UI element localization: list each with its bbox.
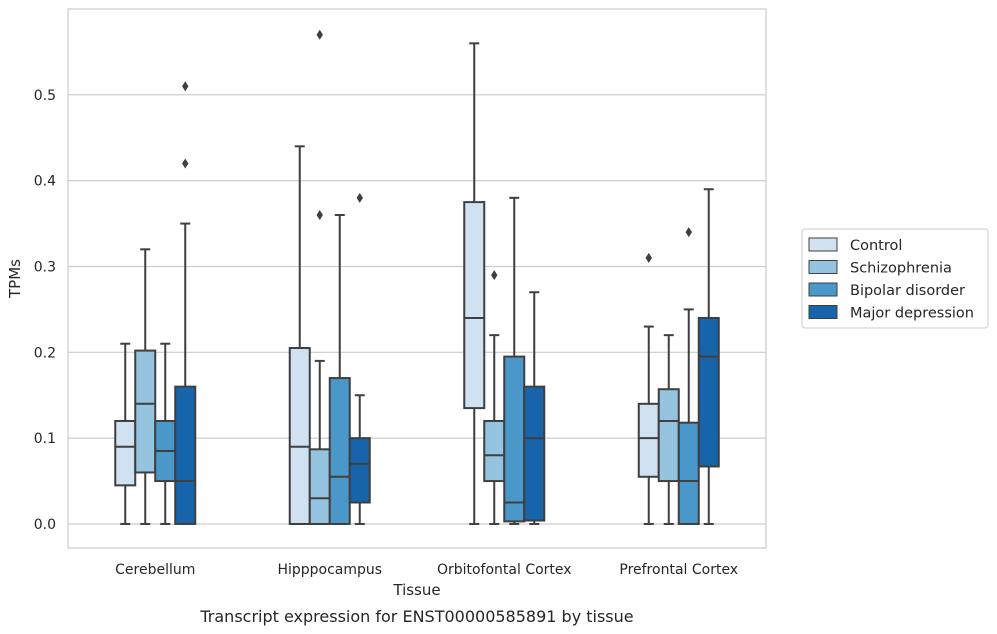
- box-body: [328, 377, 351, 525]
- box-control: [463, 42, 486, 525]
- y-tick-label: 0.4: [34, 174, 56, 190]
- box-bipolar-disorder: [677, 227, 700, 525]
- box-body: [134, 349, 157, 474]
- box-major-depression: [348, 192, 371, 525]
- box-body: [463, 201, 486, 410]
- outlier-point: [645, 252, 652, 263]
- boxes: [114, 29, 720, 525]
- legend-label: Bipolar disorder: [850, 283, 965, 299]
- box-body: [174, 385, 197, 525]
- box-body: [114, 419, 137, 487]
- box-schizophrenia: [657, 334, 680, 525]
- outlier-point: [685, 227, 692, 238]
- box-body: [523, 385, 546, 522]
- legend-swatch: [808, 260, 838, 274]
- x-tick-label: Cerebellum: [115, 562, 195, 578]
- x-tick-label: Orbitofontal Cortex: [437, 562, 572, 578]
- box-bipolar-disorder: [503, 196, 526, 525]
- box-body: [308, 448, 331, 525]
- box-body: [677, 421, 700, 525]
- y-axis-label: TPMs: [6, 259, 24, 299]
- box-control: [114, 342, 137, 525]
- box-body: [637, 402, 660, 478]
- box-body: [697, 316, 720, 468]
- box-control: [637, 252, 660, 525]
- box-schizophrenia: [483, 270, 506, 525]
- legend-label: Major depression: [850, 306, 974, 322]
- box-control: [288, 145, 311, 525]
- y-tick-label: 0.5: [34, 88, 56, 104]
- x-tick-labels: Cerebellum Hipppocampus Orbitofontal Corte…: [115, 562, 738, 578]
- y-tick-label: 0.0: [34, 517, 56, 533]
- legend-swatch: [808, 237, 838, 252]
- box-schizophrenia: [308, 29, 331, 525]
- box-bipolar-disorder: [328, 213, 351, 525]
- outlier-point: [316, 209, 323, 220]
- legend: Control Schizophrenia Bipolar disorder Majo…: [801, 228, 989, 329]
- box-body: [657, 388, 680, 483]
- legend-label: Control: [850, 238, 902, 254]
- y-tick-label: 0.3: [34, 259, 56, 275]
- legend-label: Schizophrenia: [850, 261, 952, 277]
- box-body: [348, 437, 371, 504]
- outlier-point: [356, 192, 363, 203]
- box-major-depression: [174, 81, 197, 525]
- box-body: [288, 347, 311, 525]
- chart-caption: Transcript expression for ENST0000058589…: [199, 607, 633, 626]
- outlier-point: [182, 81, 189, 92]
- box-major-depression: [697, 188, 720, 525]
- outlier-point: [491, 270, 498, 281]
- legend-swatch: [808, 305, 838, 319]
- x-axis-label: Tissue: [392, 581, 440, 599]
- legend-frame: [801, 228, 989, 329]
- plot-frame: [67, 8, 767, 549]
- box-body: [503, 355, 526, 523]
- y-tick-label: 0.2: [34, 345, 56, 361]
- box-schizophrenia: [134, 248, 157, 525]
- outlier-point: [182, 158, 189, 169]
- outlier-point: [316, 29, 323, 40]
- y-tick-label: 0.1: [34, 431, 56, 447]
- x-tick-label: Prefrontal Cortex: [619, 562, 738, 578]
- box-body: [483, 419, 506, 483]
- y-tick-labels: 0.0 0.1 0.2 0.3 0.4 0.5: [34, 88, 56, 533]
- box-major-depression: [523, 291, 546, 525]
- legend-swatch: [808, 282, 838, 297]
- box-bipolar-disorder: [154, 342, 177, 525]
- x-tick-label: Hipppocampus: [277, 562, 382, 578]
